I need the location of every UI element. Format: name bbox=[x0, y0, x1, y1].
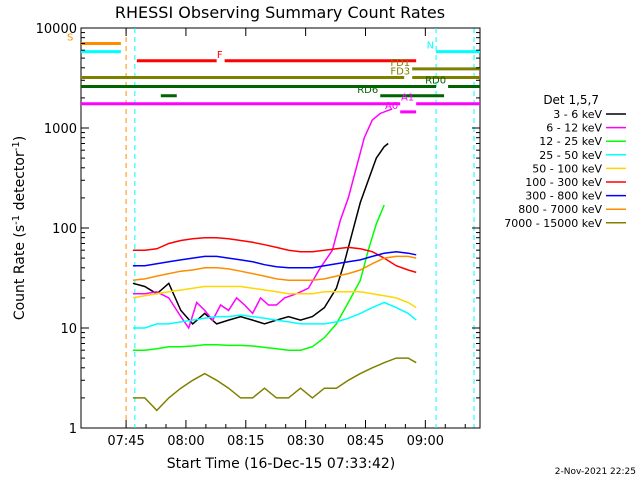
legend-title: Det 1,5,7 bbox=[543, 93, 599, 107]
flag-label-a1: A1 bbox=[401, 93, 414, 104]
legend-label: 25 - 50 keV bbox=[539, 149, 602, 162]
y-tick-label: 1000 bbox=[44, 122, 77, 137]
y-axis-label-mid: detector bbox=[12, 151, 28, 215]
y-axis: 1 10 100 1000 10000 bbox=[36, 22, 480, 437]
flag-label-fd3: FD3 bbox=[390, 66, 410, 77]
legend-label: 100 - 300 keV bbox=[525, 176, 602, 189]
flag-label-rd0: RD0 bbox=[425, 76, 446, 87]
series-line-6 bbox=[132, 236, 417, 274]
series-line-5 bbox=[132, 285, 417, 309]
legend-label: 7000 - 15000 keV bbox=[504, 217, 602, 230]
chart-title: RHESSI Observing Summary Count Rates bbox=[115, 3, 445, 22]
y-axis-label: Count Rate (s-1 detector-1) bbox=[11, 136, 28, 320]
footer-date: 2-Nov-2021 22:25 bbox=[555, 467, 636, 477]
series-line-1 bbox=[132, 142, 389, 325]
flag-label-fd1: FD1 bbox=[390, 58, 410, 69]
legend-label: 12 - 25 keV bbox=[539, 135, 602, 148]
series-layer bbox=[132, 108, 417, 412]
series-line-8 bbox=[132, 255, 417, 282]
x-tick-label: 08:15 bbox=[227, 434, 264, 449]
flag-label-f: F bbox=[217, 50, 223, 61]
x-axis: 07:45 08:00 08:15 08:30 08:45 09:00 bbox=[107, 28, 466, 449]
series-line-9 bbox=[132, 357, 417, 412]
x-tick-label: 08:45 bbox=[347, 434, 384, 449]
x-axis-label: Start Time (16-Dec-15 07:33:42) bbox=[167, 456, 395, 472]
series-line-4 bbox=[132, 301, 417, 329]
legend-label: 3 - 6 keV bbox=[553, 108, 602, 121]
y-tick-label: 10 bbox=[60, 322, 77, 337]
y-tick-label: 1 bbox=[69, 422, 77, 437]
x-tick-label: 07:45 bbox=[107, 434, 144, 449]
series-line-2 bbox=[132, 108, 393, 330]
legend-label: 6 - 12 keV bbox=[546, 122, 602, 135]
flag-label-s: S bbox=[67, 32, 73, 43]
y-tick-label: 100 bbox=[52, 222, 77, 237]
legend-label: 800 - 7000 keV bbox=[518, 203, 602, 216]
y-axis-label-main: Count Rate (s bbox=[12, 225, 28, 320]
x-tick-label: 08:00 bbox=[167, 434, 204, 449]
legend-label: 300 - 800 keV bbox=[525, 190, 602, 203]
flag-label-rd6: RD6 bbox=[357, 85, 378, 96]
flag-label-n: N bbox=[427, 41, 434, 52]
y-axis-label-end: ) bbox=[12, 136, 28, 141]
series-line-7 bbox=[132, 250, 417, 269]
flag-label-a0: A0 bbox=[385, 101, 398, 112]
x-tick-label: 09:00 bbox=[407, 434, 444, 449]
x-tick-label: 08:30 bbox=[287, 434, 324, 449]
y-axis-label-sup1: -1 bbox=[11, 215, 22, 225]
series-line-3 bbox=[132, 204, 385, 351]
y-axis-label-sup2: -1 bbox=[11, 141, 22, 151]
legend-label: 50 - 100 keV bbox=[532, 162, 602, 175]
y-tick-label: 10000 bbox=[36, 22, 77, 37]
